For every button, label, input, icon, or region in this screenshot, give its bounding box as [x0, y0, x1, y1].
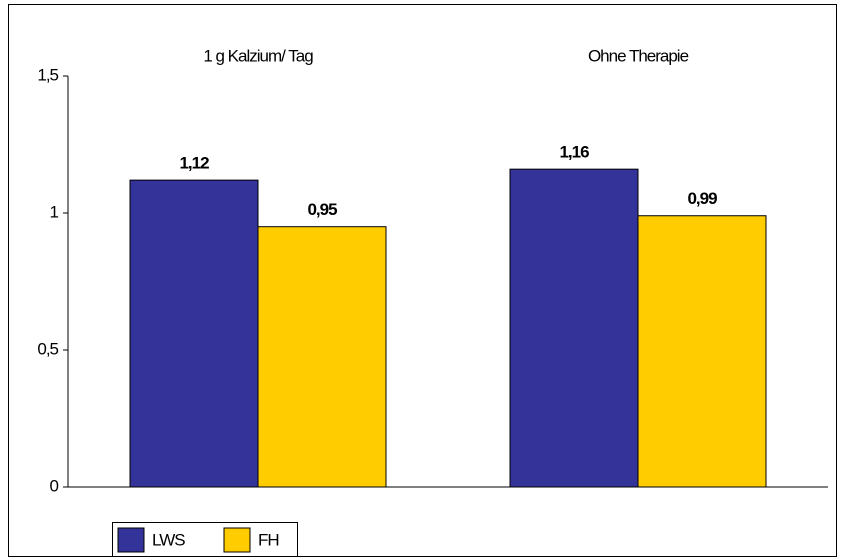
bar [637, 215, 767, 488]
y-tick-label: 1 [50, 202, 59, 221]
bar [257, 226, 387, 488]
category-label: Ohne Therapie [588, 46, 689, 65]
category-label: 1 g Kalzium/ Tag [203, 46, 313, 65]
legend-swatch [223, 527, 251, 553]
bar [509, 168, 639, 488]
legend-swatch [117, 527, 145, 553]
y-tick-label: 0,5 [37, 339, 58, 358]
legend-label: FH [258, 530, 279, 549]
y-tick-label: 1,5 [37, 65, 58, 84]
value-label: 1,16 [559, 143, 589, 162]
y-tick-label: 0 [50, 476, 59, 495]
bar [129, 179, 259, 488]
legend-label: LWS [152, 530, 185, 549]
value-label: 0,99 [687, 189, 717, 208]
value-label: 0,95 [307, 200, 337, 219]
value-label: 1,12 [179, 154, 209, 173]
